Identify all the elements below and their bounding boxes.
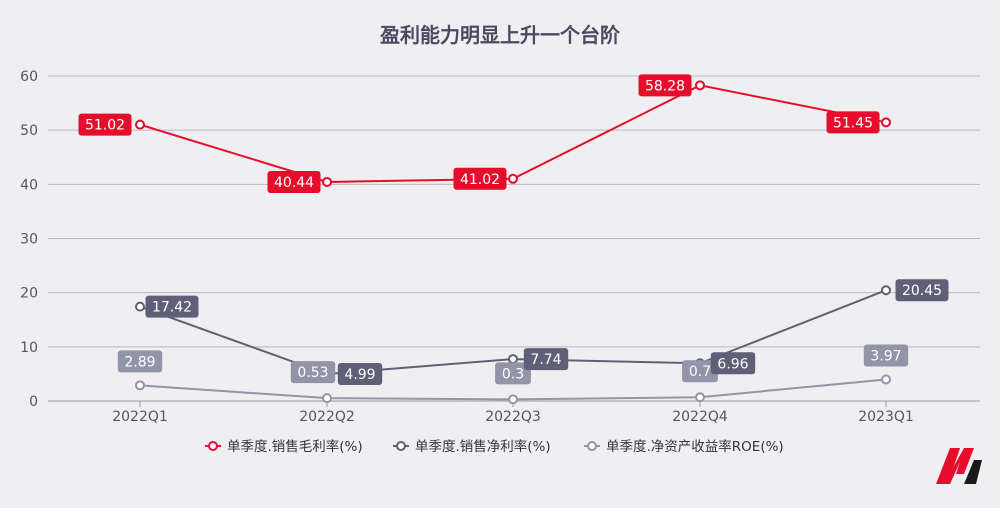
data-label: 40.44 [267, 170, 321, 193]
x-tick-label: 2023Q1 [858, 409, 914, 425]
legend-swatch-marker [396, 441, 406, 451]
x-tick-label: 2022Q1 [112, 409, 168, 425]
brand-logo-dark-stroke [964, 460, 982, 484]
data-point [508, 173, 518, 184]
data-label-box [495, 362, 531, 385]
y-tick-label: 60 [20, 69, 38, 85]
data-label-text: 17.42 [152, 300, 192, 316]
data-point [881, 117, 891, 128]
data-point [508, 354, 518, 365]
data-label-text: 41.02 [460, 172, 500, 188]
data-point [881, 285, 891, 296]
legend-swatch-marker [587, 441, 597, 451]
data-point [881, 374, 891, 385]
data-label: 0.3 [495, 362, 531, 385]
data-point [322, 176, 332, 187]
data-label: 17.42 [145, 295, 199, 318]
data-label-box [145, 295, 199, 318]
legend-label: 单季度.净资产收益率ROE(%) [606, 438, 784, 455]
data-label-box [682, 360, 718, 383]
data-label-box [78, 113, 132, 136]
data-label: 0.7 [682, 360, 718, 383]
data-point [695, 392, 705, 403]
legend-label: 单季度.销售净利率(%) [415, 438, 551, 455]
data-label-text: 40.44 [274, 175, 314, 191]
data-label-text: 20.45 [902, 283, 942, 299]
data-label: 51.45 [826, 111, 880, 134]
data-label-box [523, 348, 569, 371]
y-tick-label: 40 [20, 177, 38, 193]
data-point [322, 393, 332, 404]
data-label-text: 3.97 [870, 348, 901, 364]
data-label-box [895, 279, 949, 302]
data-point [508, 394, 518, 405]
brand-logo [936, 448, 982, 484]
grid-layer: 0 10 20 30 40 50 60 2022Q1 2022Q2 2022Q3 2022Q4 202… [20, 69, 980, 425]
data-label-text: 2.89 [124, 354, 155, 370]
data-label-box [267, 170, 321, 193]
y-tick-label: 30 [20, 232, 38, 248]
data-point [135, 380, 145, 391]
y-tick-label: 10 [20, 340, 38, 356]
series-line-1 [139, 84, 887, 183]
data-label-box [117, 350, 163, 373]
data-label-text: 6.96 [717, 356, 748, 372]
x-tick-label: 2022Q4 [672, 409, 728, 425]
chart-title: 盈利能力明显上升一个台阶 [379, 23, 621, 47]
data-label-text: 4.99 [344, 367, 375, 383]
data-label-layer: 2.89 0.53 0.3 0.7 3.97 17.42 4.99 7.74 6.96 20.45… [78, 74, 949, 385]
series-layer [135, 80, 891, 405]
data-label-text: 0.3 [502, 366, 524, 382]
data-label: 41.02 [453, 167, 507, 190]
data-label: 51.02 [78, 113, 132, 136]
data-label: 0.53 [290, 361, 336, 384]
y-tick-label: 50 [20, 123, 38, 139]
data-label-text: 0.7 [689, 364, 711, 380]
data-label-text: 51.02 [85, 118, 125, 134]
legend-label: 单季度.销售毛利率(%) [227, 438, 363, 455]
data-label-box [863, 344, 909, 367]
data-label-box [826, 111, 880, 134]
data-point [135, 301, 145, 312]
data-label-box [290, 361, 336, 384]
data-label: 4.99 [337, 362, 383, 385]
data-label-text: 58.28 [645, 78, 685, 94]
data-label-box [337, 362, 383, 385]
y-tick-label: 0 [29, 394, 38, 410]
data-label: 6.96 [710, 352, 756, 375]
data-label-text: 7.74 [530, 352, 561, 368]
data-label: 3.97 [863, 344, 909, 367]
data-label: 58.28 [638, 74, 692, 97]
data-point [695, 80, 705, 91]
data-label-box [453, 167, 507, 190]
legend: 单季度.销售毛利率(%) 单季度.销售净利率(%) 单季度.净资产收益率ROE(%) [205, 438, 784, 455]
data-label: 7.74 [523, 348, 569, 371]
data-label: 20.45 [895, 279, 949, 302]
brand-logo-red-stroke [936, 448, 974, 484]
data-label-box [710, 352, 756, 375]
data-label: 2.89 [117, 350, 163, 373]
data-point [135, 119, 145, 130]
data-label-text: 51.45 [833, 115, 873, 131]
x-tick-label: 2022Q2 [299, 409, 355, 425]
data-label-text: 0.53 [297, 365, 328, 381]
data-label-box [638, 74, 692, 97]
x-tick-label: 2022Q3 [485, 409, 541, 425]
legend-swatch-marker [208, 441, 218, 451]
y-tick-label: 20 [20, 286, 38, 302]
